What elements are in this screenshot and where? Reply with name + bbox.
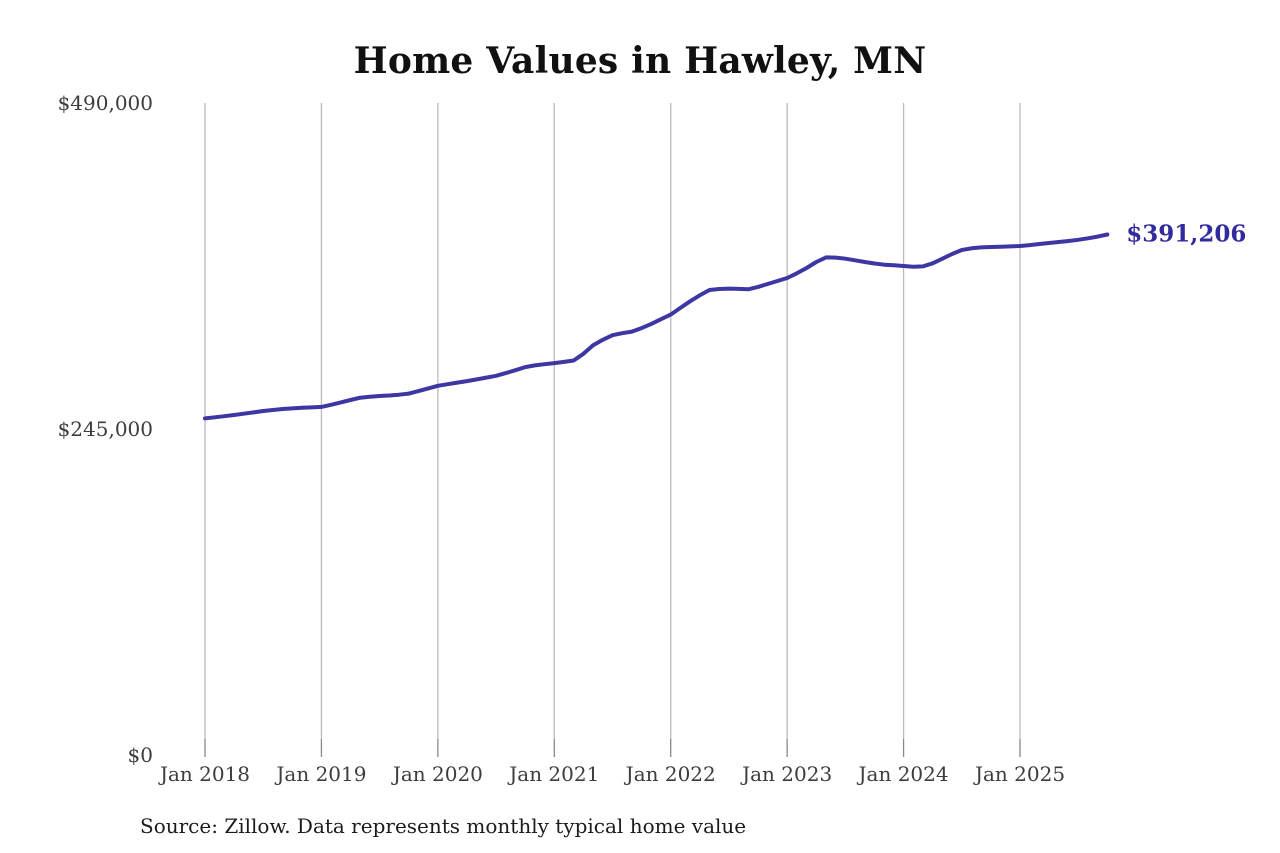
- x-tick-label: Jan 2019: [274, 762, 366, 786]
- source-note: Source: Zillow. Data represents monthly …: [140, 814, 747, 838]
- x-tick-label: Jan 2022: [624, 762, 716, 786]
- x-tick-label: Jan 2020: [391, 762, 483, 786]
- latest-value-label: $391,206: [1126, 221, 1246, 248]
- chart-title: Home Values in Hawley, MN: [353, 40, 927, 82]
- x-tick-label: Jan 2024: [857, 762, 949, 786]
- x-tick-label: Jan 2021: [507, 762, 599, 786]
- y-tick-label: $245,000: [58, 417, 153, 441]
- y-tick-label: $0: [128, 743, 153, 767]
- vertical-gridlines: [204, 103, 1021, 739]
- x-tick-label: Jan 2025: [973, 762, 1065, 786]
- home-value-line-series: [203, 232, 1110, 421]
- x-axis-ticks: [204, 739, 1021, 757]
- x-tick-label: Jan 2018: [158, 762, 250, 786]
- x-tick-label: Jan 2023: [740, 762, 832, 786]
- y-axis-labels: $0 $245,000 $490,000: [58, 91, 153, 767]
- x-axis-labels: Jan 2018 Jan 2019 Jan 2020 Jan 2021 Jan 2022…: [158, 762, 1065, 786]
- y-tick-label: $490,000: [58, 91, 153, 115]
